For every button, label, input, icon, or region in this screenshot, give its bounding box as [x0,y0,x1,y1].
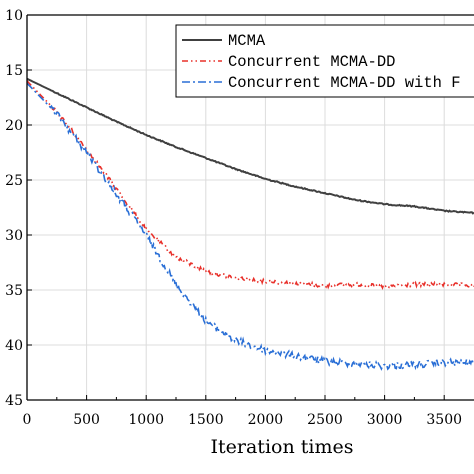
legend-box [175,24,474,98]
series-line [26,80,474,290]
y-tick-label: 15 [5,63,23,79]
x-tick-label: 1000 [128,412,164,428]
legend: MCMA Concurrent MCMA-DD Concurrent MCMA-DD… [175,24,474,98]
x-axis-title: Iteration times [211,436,354,458]
series-line [26,82,474,371]
y-tick-label: 35 [5,283,23,299]
series-line [26,77,474,215]
y-tick-label: 20 [5,118,23,134]
y-tick-label: 30 [5,228,23,244]
x-tick-label: 500 [73,412,100,428]
y-tick-label: 40 [5,338,23,354]
series-layer [26,77,474,371]
series-3 [26,82,474,371]
series-2 [26,80,474,290]
x-tick-label: 3000 [367,412,403,428]
legend-label: Concurrent MCMA-DD with F [228,74,461,92]
x-tick-label: 3500 [426,412,462,428]
series-1 [26,77,474,215]
x-tick-label: 2500 [307,412,343,428]
x-tick-label: 0 [23,412,32,428]
y-tick-label: 45 [5,393,23,409]
y-tick-label: 25 [5,173,23,189]
legend-label: Concurrent MCMA-DD [228,53,395,71]
y-tick-label: 10 [5,8,23,24]
legend-label: MCMA [228,32,266,50]
x-tick-label: 1500 [188,412,224,428]
x-tick-label: 2000 [248,412,284,428]
ticks: 0 500 1000 1500 2000 2500 3000 3500 10 15 20 25 30 35… [5,8,462,428]
axes [26,14,474,401]
